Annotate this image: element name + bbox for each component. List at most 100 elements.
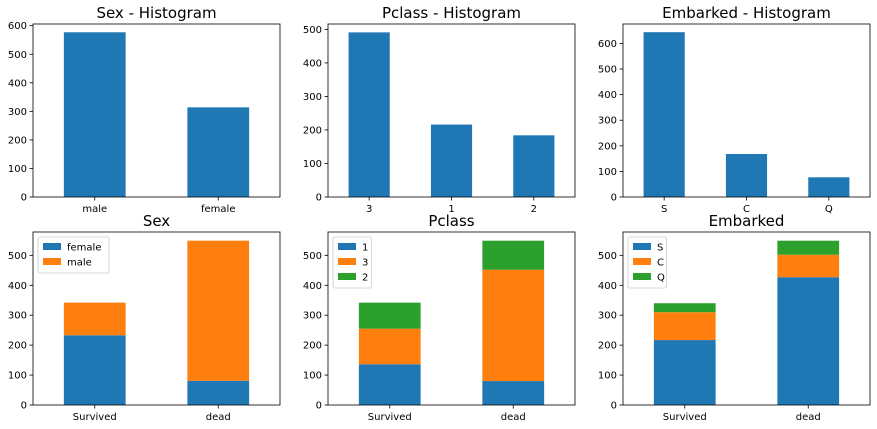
legend-label: Q xyxy=(657,273,665,284)
legend-label: S xyxy=(657,243,663,254)
bar-S-Survived xyxy=(653,340,716,405)
x-tick-label: dead xyxy=(206,412,231,423)
y-tick-label: 0 xyxy=(21,401,27,412)
chart-title: Embarked - Histogram xyxy=(662,4,831,22)
y-tick-label: 200 xyxy=(598,341,617,352)
bar-female xyxy=(187,107,250,197)
chart-panel-6: Embarked Survived dead 0 100 200 300 400 500 SCQ xyxy=(598,212,871,423)
bar-3-dead xyxy=(482,269,545,382)
y-tick-label: 500 xyxy=(8,50,27,61)
bar-C xyxy=(725,154,768,197)
legend-swatch-C xyxy=(633,258,651,265)
y-tick-label: 200 xyxy=(303,125,322,136)
y-tick-label: 0 xyxy=(611,193,617,204)
legend-swatch-female xyxy=(43,243,61,250)
chart-panel-4: Sex Survived dead 0 100 200 300 400 500 female mal… xyxy=(8,212,281,423)
y-tick-label: 600 xyxy=(598,39,617,50)
legend-label: male xyxy=(67,258,92,269)
y-tick-label: 200 xyxy=(8,341,27,352)
y-tick-label: 300 xyxy=(303,311,322,322)
x-tick-label: 1 xyxy=(448,204,454,215)
legend-label: C xyxy=(657,258,664,269)
y-tick-label: 100 xyxy=(303,159,322,170)
y-tick-label: 400 xyxy=(8,78,27,89)
legend: female male xyxy=(37,236,110,274)
axes-frame xyxy=(622,23,871,198)
bar-Q-dead xyxy=(777,240,840,255)
bar-3 xyxy=(348,32,390,198)
y-tick-label: 500 xyxy=(598,251,617,262)
chart-panel-1: Sex - Histogram male female 0 100 200 300 400 50… xyxy=(8,4,281,215)
bar-Q-Survived xyxy=(653,303,716,313)
legend-swatch-3 xyxy=(338,258,356,265)
bar-male-Survived xyxy=(63,302,126,336)
y-tick-label: 400 xyxy=(598,90,617,101)
y-tick-label: 400 xyxy=(303,281,322,292)
chart-title: Sex xyxy=(143,212,170,230)
chart-panel-5: Pclass Survived dead 0 100 200 300 400 500 1 3 2 xyxy=(303,212,576,423)
chart-title: Embarked xyxy=(709,212,785,230)
bar-S-dead xyxy=(777,277,840,405)
y-tick-label: 0 xyxy=(316,193,322,204)
chart-title: Sex - Histogram xyxy=(96,4,216,22)
y-tick-label: 100 xyxy=(598,167,617,178)
axes-frame xyxy=(622,231,871,406)
legend: SCQ xyxy=(627,236,667,289)
bar-1-Survived xyxy=(358,364,421,405)
y-tick-label: 300 xyxy=(598,311,617,322)
x-tick-label: 3 xyxy=(366,204,372,215)
axes-frame xyxy=(32,23,281,198)
x-tick-label: C xyxy=(743,204,750,215)
bar-C-Survived xyxy=(653,312,716,341)
y-tick-label: 500 xyxy=(8,251,27,262)
chart-panel-2: Pclass - Histogram 3 1 2 0 100 200 300 400 500 xyxy=(303,4,576,215)
y-tick-label: 200 xyxy=(303,341,322,352)
bar-2-Survived xyxy=(358,302,421,329)
y-tick-label: 100 xyxy=(598,371,617,382)
y-tick-label: 300 xyxy=(8,107,27,118)
bar-male-dead xyxy=(187,240,250,381)
y-tick-label: 300 xyxy=(303,92,322,103)
legend: 1 3 2 xyxy=(332,236,372,289)
y-tick-label: 200 xyxy=(8,135,27,146)
x-tick-label: male xyxy=(82,204,107,215)
bar-C-dead xyxy=(777,254,840,278)
y-tick-label: 0 xyxy=(21,193,27,204)
y-tick-label: 100 xyxy=(8,164,27,175)
y-tick-label: 400 xyxy=(598,281,617,292)
legend-swatch-Q xyxy=(633,273,651,280)
bar-3-Survived xyxy=(358,328,421,365)
bar-male xyxy=(63,32,126,198)
y-tick-label: 100 xyxy=(303,371,322,382)
x-tick-label: dead xyxy=(796,412,821,423)
axes-frame xyxy=(327,231,576,406)
bar-2-dead xyxy=(482,240,545,270)
y-tick-label: 300 xyxy=(598,116,617,127)
legend-swatch-1 xyxy=(338,243,356,250)
x-tick-label: dead xyxy=(501,412,526,423)
legend-label: 2 xyxy=(362,273,368,284)
x-tick-label: Survived xyxy=(663,412,707,423)
axes-frame xyxy=(327,23,576,198)
legend-swatch-2 xyxy=(338,273,356,280)
bar-2 xyxy=(513,135,555,197)
axes-frame xyxy=(32,231,281,406)
x-tick-label: 2 xyxy=(531,204,537,215)
legend-swatch-male xyxy=(43,258,61,265)
bar-1 xyxy=(430,124,473,197)
y-tick-label: 600 xyxy=(8,21,27,32)
bar-female-Survived xyxy=(63,335,126,405)
x-tick-label: female xyxy=(201,204,235,215)
x-tick-label: Survived xyxy=(73,412,117,423)
chart-panel-3: Embarked - Histogram S C Q 0 100 200 300 400 500 6… xyxy=(598,4,871,215)
y-tick-label: 0 xyxy=(611,401,617,412)
legend-label: 3 xyxy=(362,258,368,269)
bar-1-dead xyxy=(482,381,545,405)
y-tick-label: 500 xyxy=(303,25,322,36)
chart-title: Pclass xyxy=(428,212,474,230)
legend-swatch-S xyxy=(633,243,651,250)
y-tick-label: 500 xyxy=(303,251,322,262)
y-tick-label: 200 xyxy=(598,141,617,152)
y-tick-label: 0 xyxy=(316,401,322,412)
